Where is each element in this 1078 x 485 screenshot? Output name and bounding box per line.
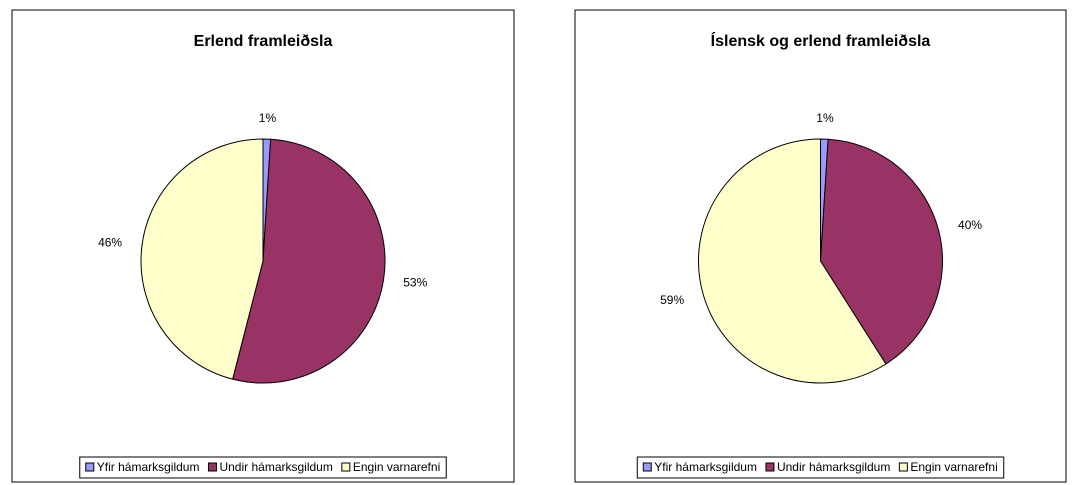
pie-slice [140, 138, 264, 380]
legend-swatch [898, 462, 908, 472]
pie-slice [232, 138, 386, 384]
data-label: 53% [403, 275, 427, 289]
legend-label: Yfir hámarksgildum [97, 460, 200, 474]
legend-swatch [642, 462, 652, 472]
pie-slice [698, 138, 887, 384]
legend-swatch [85, 462, 95, 472]
chart-title: Erlend framleiðsla [194, 33, 333, 50]
data-label: 46% [98, 235, 122, 249]
legend-label: Engin varnarefni [353, 460, 440, 474]
data-label: 1% [816, 111, 834, 125]
legend-label: Yfir hámarksgildum [654, 460, 757, 474]
data-label: 40% [958, 218, 982, 232]
legend-box [79, 456, 447, 479]
legend-swatch [207, 462, 217, 472]
legend-swatch [765, 462, 775, 472]
legend-label: Undir hámarksgildum [219, 460, 332, 474]
data-label: 59% [660, 293, 684, 307]
legend-label: Engin varnarefni [910, 460, 997, 474]
chart-title: Íslensk og erlend framleiðsla [711, 31, 931, 50]
pie-slice [819, 138, 943, 365]
legend-label: Undir hámarksgildum [777, 460, 890, 474]
legend-swatch [341, 462, 351, 472]
data-label: 1% [259, 111, 277, 125]
legend-box [636, 456, 1005, 479]
